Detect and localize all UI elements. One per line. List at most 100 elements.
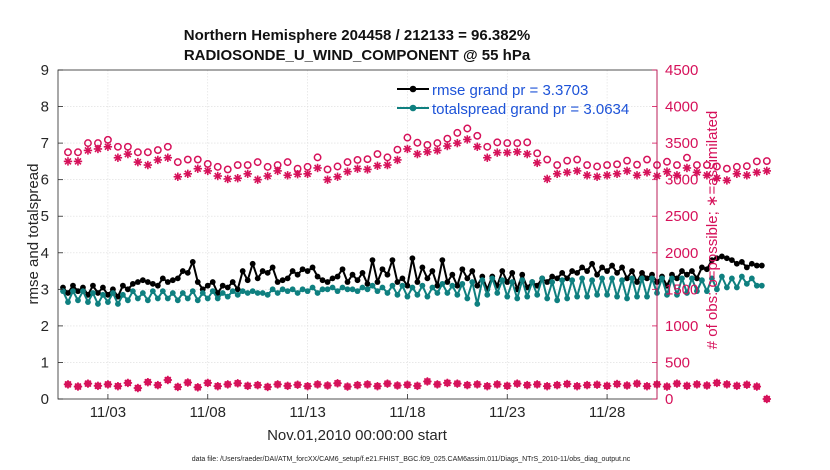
rmse-point <box>309 264 316 271</box>
y-left-tick-label: 2 <box>41 318 49 335</box>
obs-count-star <box>423 377 432 386</box>
possible-marker <box>663 157 671 166</box>
assimilated-marker <box>273 166 282 176</box>
obs-count-star <box>612 379 622 389</box>
rmse-point <box>454 282 461 289</box>
possible-marker <box>223 165 232 174</box>
totalspread-point <box>85 299 91 306</box>
assimilated-marker <box>622 166 632 176</box>
totalspread-point <box>219 290 226 296</box>
obs-count-star <box>602 381 612 391</box>
y-right-tick-label: 2500 <box>665 208 698 225</box>
possible-marker <box>493 138 502 147</box>
assimilated-marker <box>283 171 292 180</box>
rmse-point <box>259 268 266 274</box>
totalspread-point <box>409 284 416 291</box>
chart-title-line1: Northern Hemisphere 204458 / 212133 = 96… <box>184 27 530 44</box>
totalspread-point <box>244 290 251 296</box>
totalspread-point <box>718 273 725 280</box>
assimilated-marker <box>503 148 512 157</box>
y-left-tick-label: 1 <box>41 354 49 371</box>
y-left-tick-label: 4 <box>41 245 49 262</box>
rmse-point <box>339 266 346 273</box>
series-obs-count-lower <box>63 375 772 404</box>
possible-marker <box>473 131 482 140</box>
assimilated-marker <box>702 171 712 180</box>
obs-count-star <box>582 380 592 390</box>
rmse-point <box>75 288 81 295</box>
assimilated-marker <box>263 171 272 181</box>
x-tick-label: 11/08 <box>190 404 226 421</box>
rmse-point <box>414 279 421 285</box>
obs-count-star <box>592 380 602 389</box>
totalspread-point <box>659 275 665 282</box>
assimilated-marker <box>433 146 442 155</box>
possible-marker <box>213 162 222 171</box>
obs-count-star <box>173 382 182 392</box>
totalspread-point <box>264 291 271 298</box>
rmse-point <box>743 264 750 271</box>
assimilated-marker <box>672 171 682 180</box>
possible-marker <box>383 153 392 162</box>
y-right-tick-label: 4000 <box>665 99 698 116</box>
possible-marker <box>283 158 292 167</box>
rmse-point <box>319 277 326 284</box>
rmse-point <box>184 269 191 276</box>
totalspread-point <box>279 286 286 293</box>
totalspread-point <box>454 291 461 298</box>
rmse-point <box>284 275 291 282</box>
possible-marker <box>363 155 372 164</box>
totalspread-point <box>459 280 466 287</box>
assimilated-marker <box>722 176 732 185</box>
rmse-point <box>159 275 166 282</box>
rmse-point <box>604 268 610 274</box>
assimilated-marker <box>443 141 452 151</box>
obs-count-star <box>403 380 412 389</box>
totalspread-point <box>684 290 690 296</box>
possible-marker <box>463 124 472 133</box>
possible-marker <box>563 156 572 165</box>
assimilated-marker <box>533 158 542 168</box>
series-totalspread <box>60 273 765 307</box>
data-file-footer: data file: /Users/raeder/DAI/ATM_forcXX/… <box>192 456 631 463</box>
assimilated-marker <box>163 153 173 162</box>
rmse-point <box>229 279 236 285</box>
rmse-point <box>214 290 221 296</box>
assimilated-marker <box>602 171 612 180</box>
obs-count-star <box>343 382 352 391</box>
assimilated-marker <box>353 164 362 173</box>
possible-marker <box>692 161 701 169</box>
possible-marker <box>573 155 582 164</box>
totalspread-point <box>339 284 346 291</box>
totalspread-point <box>649 275 655 282</box>
obs-count-star <box>483 382 492 391</box>
totalspread-point <box>399 282 406 289</box>
rmse-point <box>209 279 216 285</box>
rmse-point <box>594 271 600 278</box>
legend-rmse-marker <box>409 85 417 93</box>
obs-count-star <box>542 382 552 391</box>
totalspread-point <box>748 275 755 282</box>
y-left-tick-label: 5 <box>41 208 49 225</box>
possible-marker <box>533 149 542 158</box>
possible-marker <box>253 158 262 167</box>
assimilated-marker <box>572 166 582 176</box>
obs-count-star <box>273 380 282 389</box>
assimilated-marker <box>662 167 672 176</box>
totalspread-point <box>504 293 511 300</box>
rmse-point <box>619 264 625 271</box>
rmse-point <box>409 255 416 262</box>
rmse-point <box>204 282 211 289</box>
totalspread-point <box>129 288 136 295</box>
assimilated-marker <box>303 169 312 179</box>
totalspread-point <box>159 288 166 295</box>
rmse-point <box>544 279 551 285</box>
totalspread-point <box>319 286 326 293</box>
obs-count-star <box>552 380 562 390</box>
totalspread-point <box>364 286 371 293</box>
legend-rmse-label: rmse grand pr = 3.3703 <box>432 82 588 99</box>
obs-count-star <box>742 380 752 389</box>
totalspread-point <box>344 286 351 293</box>
rmse-point <box>369 257 376 263</box>
totalspread-point <box>664 291 670 298</box>
